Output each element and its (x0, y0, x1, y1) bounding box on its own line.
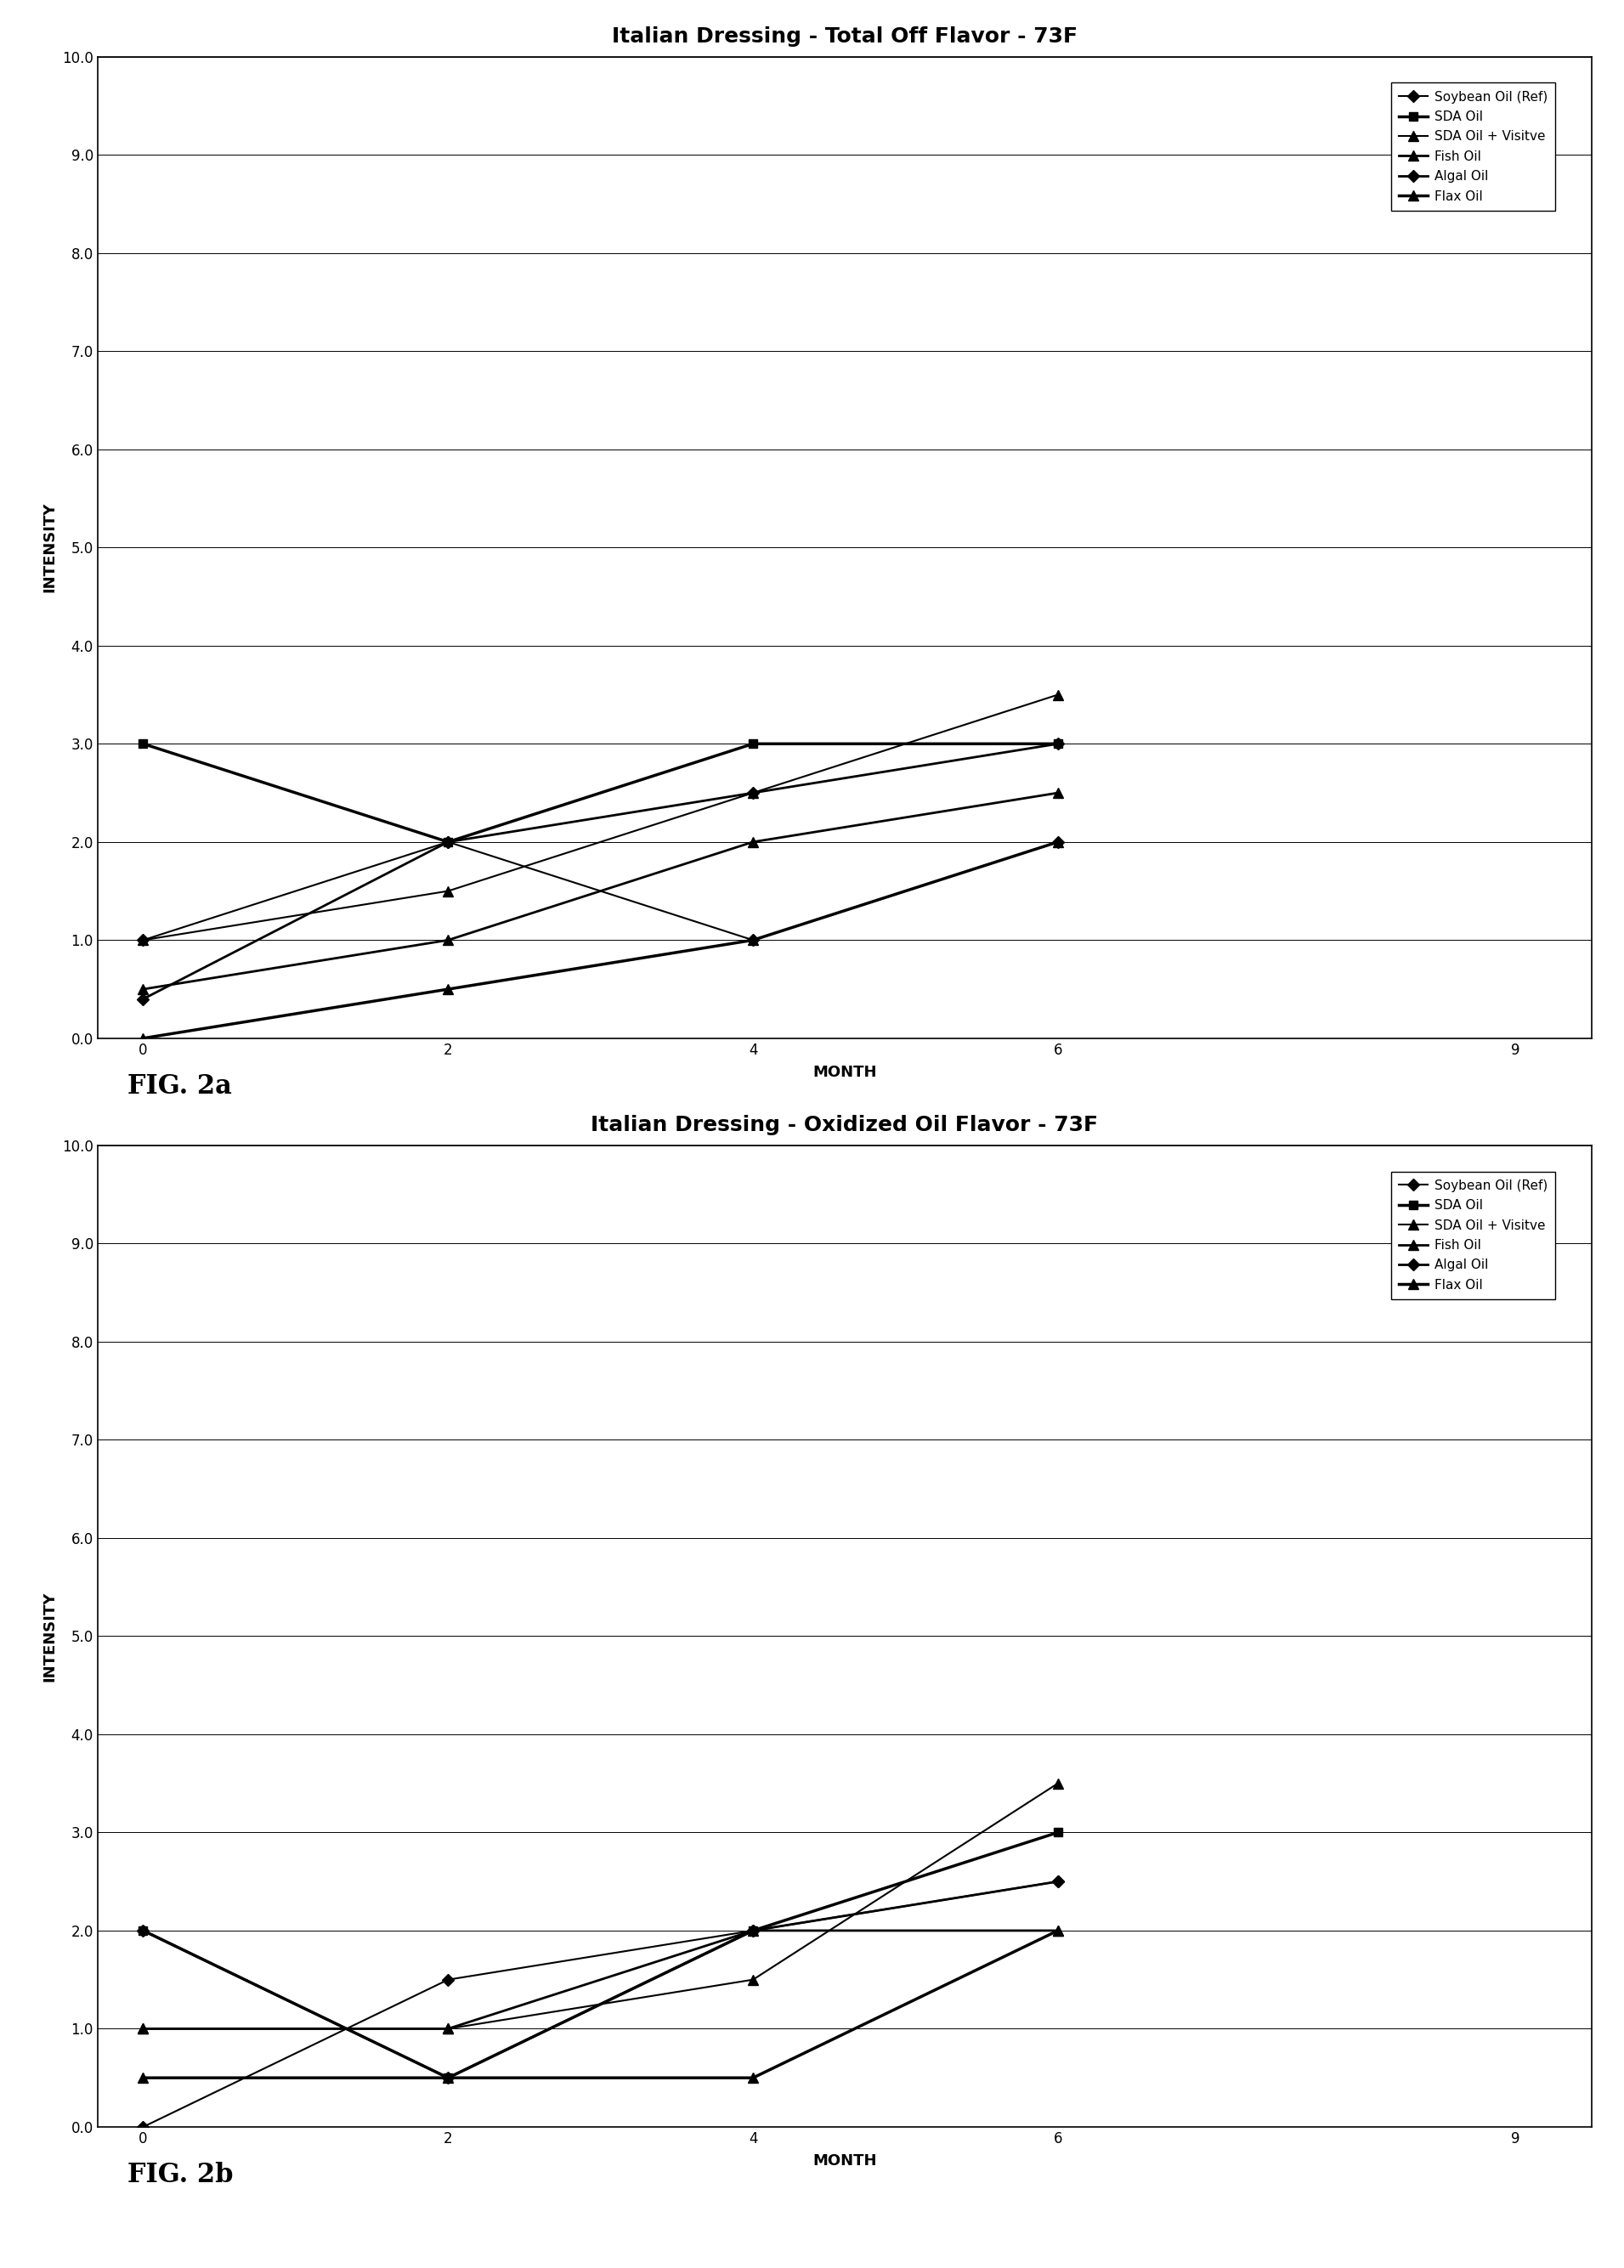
Flax Oil (438, 975, 458, 1002)
Line: Algal Oil: Algal Oil (140, 739, 1062, 1002)
Fish Oil (133, 2016, 153, 2043)
SDA Oil (1047, 730, 1067, 758)
Soybean Oil (Ref) (438, 828, 458, 855)
Fish Oil (133, 975, 153, 1002)
Algal Oil (744, 1916, 763, 1944)
Line: Soybean Oil (Ref): Soybean Oil (Ref) (140, 837, 1062, 943)
Soybean Oil (Ref) (1047, 828, 1067, 855)
Line: Fish Oil: Fish Oil (138, 789, 1062, 993)
Soybean Oil (Ref) (1047, 1869, 1067, 1896)
Soybean Oil (Ref) (744, 1916, 763, 1944)
Line: SDA Oil: SDA Oil (140, 1828, 1062, 2082)
SDA Oil + Visitve (1047, 1769, 1067, 1796)
Text: FIG. 2a: FIG. 2a (127, 1073, 232, 1100)
X-axis label: MONTH: MONTH (812, 1064, 877, 1080)
SDA Oil + Visitve (438, 878, 458, 905)
Fish Oil (438, 928, 458, 955)
Legend: Soybean Oil (Ref), SDA Oil, SDA Oil + Visitve, Fish Oil, Algal Oil, Flax Oil: Soybean Oil (Ref), SDA Oil, SDA Oil + Vi… (1392, 1173, 1556, 1300)
Line: SDA Oil + Visitve: SDA Oil + Visitve (138, 689, 1062, 946)
Title: Italian Dressing - Total Off Flavor - 73F: Italian Dressing - Total Off Flavor - 73… (612, 27, 1077, 48)
SDA Oil (438, 828, 458, 855)
Fish Oil (438, 2016, 458, 2043)
Flax Oil (438, 2064, 458, 2091)
Text: FIG. 2b: FIG. 2b (127, 2161, 234, 2189)
Algal Oil (1047, 730, 1067, 758)
SDA Oil (133, 730, 153, 758)
Title: Italian Dressing - Oxidized Oil Flavor - 73F: Italian Dressing - Oxidized Oil Flavor -… (591, 1116, 1098, 1136)
Algal Oil (438, 2064, 458, 2091)
SDA Oil + Visitve (133, 2016, 153, 2043)
Fish Oil (744, 1916, 763, 1944)
Line: SDA Oil + Visitve: SDA Oil + Visitve (138, 1778, 1062, 2034)
Y-axis label: INTENSITY: INTENSITY (42, 1590, 57, 1681)
Line: Soybean Oil (Ref): Soybean Oil (Ref) (140, 1878, 1062, 2132)
Flax Oil (1047, 1916, 1067, 1944)
SDA Oil + Visitve (744, 780, 763, 807)
Algal Oil (133, 1916, 153, 1944)
Flax Oil (1047, 828, 1067, 855)
Soybean Oil (Ref) (133, 928, 153, 955)
Soybean Oil (Ref) (438, 1966, 458, 1994)
Flax Oil (133, 1025, 153, 1052)
SDA Oil (744, 1916, 763, 1944)
SDA Oil (744, 730, 763, 758)
SDA Oil + Visitve (133, 928, 153, 955)
SDA Oil + Visitve (1047, 680, 1067, 708)
Fish Oil (1047, 1916, 1067, 1944)
Flax Oil (744, 2064, 763, 2091)
SDA Oil (438, 2064, 458, 2091)
Line: Flax Oil: Flax Oil (138, 837, 1062, 1043)
Line: SDA Oil: SDA Oil (140, 739, 1062, 846)
Algal Oil (133, 984, 153, 1012)
Algal Oil (1047, 1869, 1067, 1896)
Algal Oil (438, 828, 458, 855)
Fish Oil (1047, 780, 1067, 807)
X-axis label: MONTH: MONTH (812, 2152, 877, 2168)
Y-axis label: INTENSITY: INTENSITY (42, 501, 57, 592)
Line: Algal Oil: Algal Oil (140, 1878, 1062, 2082)
SDA Oil + Visitve (438, 2016, 458, 2043)
Line: Flax Oil: Flax Oil (138, 1926, 1062, 2082)
Flax Oil (744, 928, 763, 955)
Algal Oil (744, 780, 763, 807)
Flax Oil (133, 2064, 153, 2091)
Legend: Soybean Oil (Ref), SDA Oil, SDA Oil + Visitve, Fish Oil, Algal Oil, Flax Oil: Soybean Oil (Ref), SDA Oil, SDA Oil + Vi… (1392, 84, 1556, 211)
Fish Oil (744, 828, 763, 855)
Soybean Oil (Ref) (133, 2114, 153, 2141)
SDA Oil (1047, 1819, 1067, 1846)
Soybean Oil (Ref) (744, 928, 763, 955)
SDA Oil + Visitve (744, 1966, 763, 1994)
SDA Oil (133, 1916, 153, 1944)
Line: Fish Oil: Fish Oil (138, 1926, 1062, 2034)
